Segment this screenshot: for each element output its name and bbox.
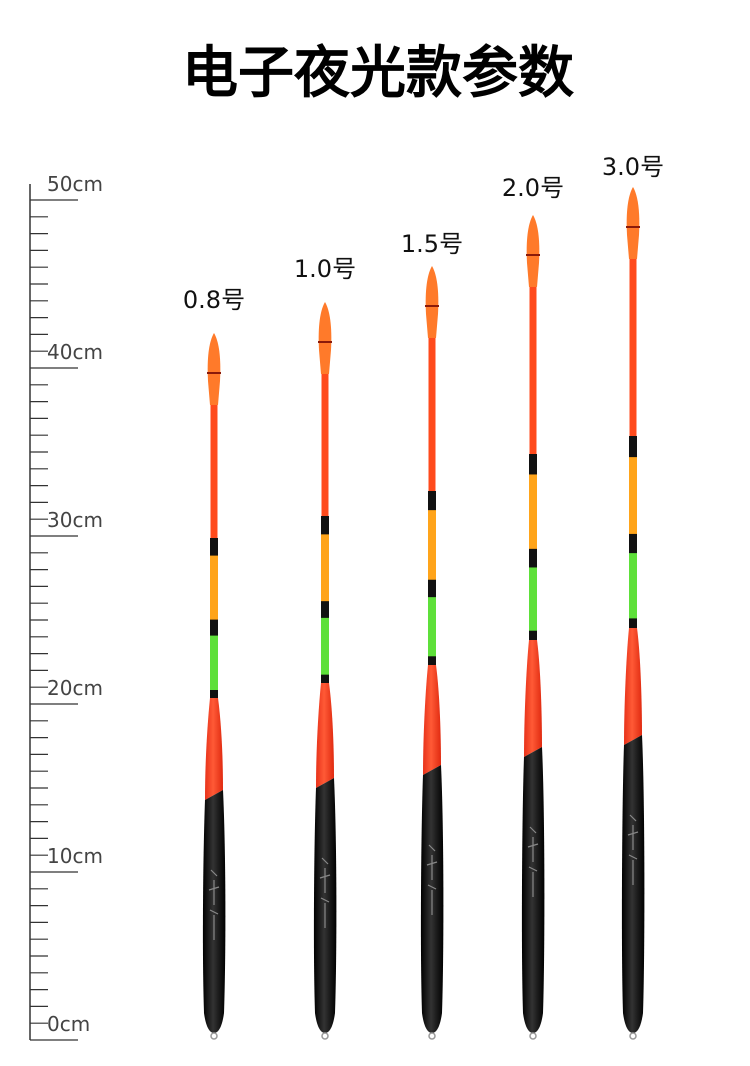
band (428, 597, 436, 657)
band (529, 474, 537, 550)
ruler-label: 10cm (47, 844, 103, 868)
band (629, 533, 637, 554)
band (321, 674, 329, 684)
red-body (423, 665, 441, 775)
red-body (316, 683, 334, 788)
float-label: 2.0号 (502, 174, 564, 202)
band (529, 454, 537, 475)
red-body (205, 698, 223, 800)
float-label: 1.0号 (294, 255, 356, 283)
ruler-label: 20cm (47, 676, 103, 700)
band (321, 516, 329, 535)
hook (210, 1032, 218, 1040)
float-label: 3.0号 (602, 153, 664, 181)
red-body (524, 640, 542, 757)
red-body (624, 628, 642, 745)
tip (526, 215, 540, 287)
ruler-label: 50cm (47, 172, 103, 196)
float: 2.0号 (502, 174, 564, 1040)
float-label: 0.8号 (183, 286, 245, 314)
ruler-label: 0cm (47, 1012, 90, 1036)
ruler-label: 30cm (47, 508, 103, 532)
title: 电子夜光款参数 (182, 41, 574, 106)
band (210, 555, 218, 621)
hook (321, 1032, 329, 1040)
tip (425, 266, 439, 338)
band (629, 457, 637, 535)
band (428, 491, 436, 511)
stem (428, 316, 436, 491)
logo (319, 857, 331, 928)
band (529, 630, 537, 641)
band (321, 534, 329, 602)
ruler: 50cm 40cm 30cm 20cm 10cm 0cm (30, 172, 103, 1041)
stem (529, 265, 537, 454)
band (428, 656, 436, 666)
logo (426, 844, 438, 915)
logo (627, 814, 639, 885)
float: 1.0号 (294, 255, 356, 1040)
band (629, 618, 637, 629)
band (210, 690, 218, 699)
floats: 0.8号 1.0号 1.5号 2.0号 3.0号 (183, 153, 664, 1040)
tip (207, 333, 221, 405)
float: 3.0号 (602, 153, 664, 1040)
hook (529, 1032, 537, 1040)
ruler-label: 40cm (47, 340, 103, 364)
band (210, 635, 218, 691)
logo (208, 869, 220, 940)
logo (527, 826, 539, 897)
band (210, 538, 218, 557)
hook (629, 1032, 637, 1040)
band (529, 567, 537, 632)
band (210, 619, 218, 637)
float: 1.5号 (401, 230, 463, 1040)
band (428, 510, 436, 581)
band (629, 553, 637, 619)
float: 0.8号 (183, 286, 245, 1040)
band (629, 436, 637, 458)
band (428, 579, 436, 598)
tip (626, 187, 640, 259)
stem (629, 237, 637, 436)
band (321, 601, 329, 619)
stem (321, 352, 329, 516)
tip (318, 302, 332, 374)
stem (210, 383, 218, 538)
band (321, 617, 329, 676)
band (529, 548, 537, 568)
float-label: 1.5号 (401, 230, 463, 258)
hook (428, 1032, 436, 1040)
